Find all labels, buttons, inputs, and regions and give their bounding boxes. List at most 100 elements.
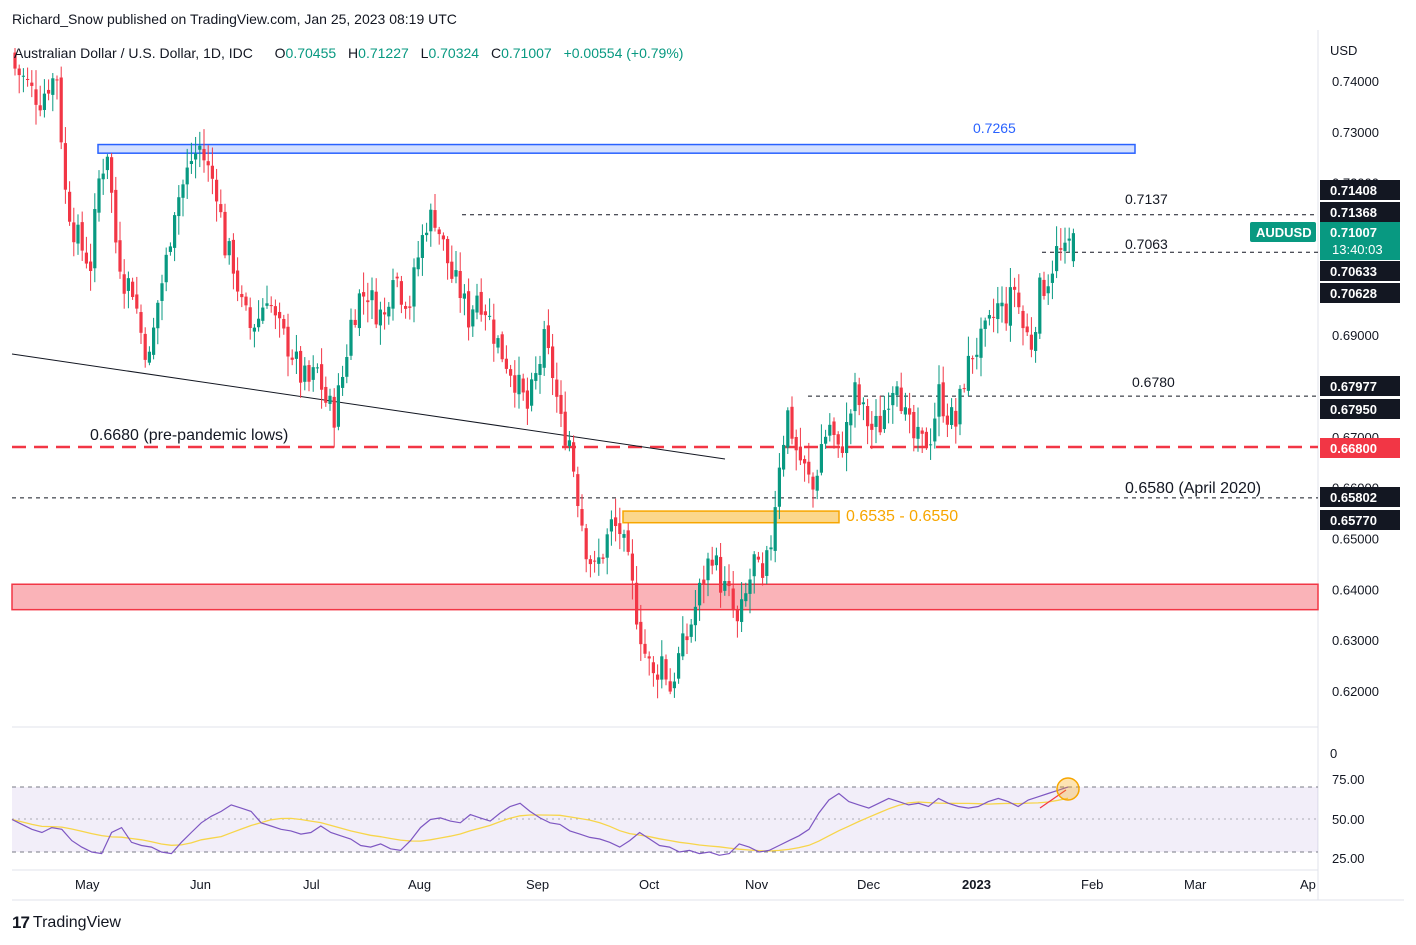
price-tag-bg [1320, 399, 1400, 419]
close-value: 0.71007 [501, 45, 552, 61]
candle-body [912, 411, 916, 439]
candle-body [194, 153, 198, 160]
candle-body [769, 547, 773, 550]
candle-body [177, 197, 181, 217]
candle-body [143, 333, 147, 360]
candle-body [752, 554, 756, 577]
candle-body [706, 558, 710, 581]
candle-body [349, 319, 353, 356]
candle-body [47, 89, 51, 94]
candle-body [244, 296, 248, 306]
x-tick-label: 2023 [962, 877, 991, 892]
candle-body [101, 173, 105, 180]
support-zone [11, 583, 1319, 611]
y-tick-label: 0.62000 [1332, 684, 1379, 699]
candle-body [819, 444, 823, 473]
candle-body [1021, 310, 1025, 329]
tradingview-logo[interactable]: 17 TradingView [12, 913, 121, 933]
candle-body [345, 356, 349, 377]
candle-body [580, 509, 584, 526]
candle-body [483, 311, 487, 316]
candle-body [68, 191, 72, 222]
candle-body [105, 156, 109, 171]
candle-body [794, 436, 798, 451]
candle-body [803, 459, 807, 464]
candle-body [210, 165, 214, 179]
candle-body [231, 239, 235, 274]
candle-body [572, 442, 576, 472]
candle-body [1013, 286, 1017, 290]
candle-body [500, 334, 504, 360]
candle-body [391, 280, 395, 309]
rsi-line [11, 786, 1069, 856]
price-axis[interactable]: USD 0.740000.730000.720000.690000.670000… [1250, 43, 1400, 699]
price-tag-label: 0.67950 [1330, 402, 1377, 417]
candle-body [903, 407, 907, 415]
candle-body [38, 105, 42, 111]
price-tag-label: 0.71368 [1330, 205, 1377, 220]
candle-body [756, 556, 760, 560]
candle-body [189, 161, 193, 164]
candle-body [1059, 248, 1063, 250]
candle-body [811, 476, 815, 490]
candle-body [215, 179, 219, 202]
april-2020-label: 0.6580 (April 2020) [1125, 480, 1261, 497]
candle-body [643, 643, 647, 654]
candle-body [236, 270, 240, 292]
candle-body [278, 311, 282, 319]
candle-body [761, 563, 765, 578]
publisher-line: Richard_Snow published on TradingView.co… [12, 11, 457, 27]
candle-body [765, 550, 769, 576]
candle-body [828, 424, 832, 436]
candle-body [660, 656, 664, 680]
price-tag-bg [1320, 487, 1400, 507]
candle-body [378, 309, 382, 326]
candle-body [916, 426, 920, 439]
symbol-tag-label: AUDUSD [1256, 225, 1312, 240]
candle-body [538, 363, 542, 375]
level-7063-label: 0.7063 [1125, 236, 1168, 252]
time-axis[interactable]: May Jun Jul Aug Sep Oct Nov Dec 2023 Feb Mar Ap [75, 877, 1316, 892]
rsi-ma-line [11, 797, 1069, 852]
candle-body [983, 320, 987, 329]
candle-body [845, 421, 849, 454]
support-box-label: 0.6535 - 0.6550 [846, 508, 958, 525]
candle-body [723, 581, 727, 591]
price-tag-bg [1320, 376, 1400, 396]
candle-body [55, 79, 59, 81]
candle-body [185, 167, 189, 185]
candle-body [714, 555, 718, 566]
candle-body [601, 557, 605, 559]
candle-body [315, 367, 319, 369]
price-tag-label: 0.70628 [1330, 286, 1377, 301]
candle-body [509, 369, 513, 376]
candle-body [677, 653, 681, 679]
candle-body [126, 278, 130, 291]
y-tick-label: 0.63000 [1332, 633, 1379, 648]
candle-body [530, 379, 534, 406]
countdown-label: 13:40:03 [1332, 242, 1383, 257]
candle-body [664, 659, 668, 680]
candle-body [866, 406, 870, 427]
candle-body [929, 444, 933, 446]
candle-body [542, 329, 546, 368]
candle-body [84, 252, 88, 264]
candle-body [584, 528, 588, 560]
candle-body [534, 373, 538, 381]
candle-body [1050, 273, 1054, 283]
symbol-legend[interactable]: Australian Dollar / U.S. Dollar, 1D, IDC… [14, 45, 683, 61]
candle-body [219, 204, 223, 213]
candle-body [152, 327, 156, 355]
resistance-box [97, 143, 1136, 154]
x-tick-label: May [75, 877, 100, 892]
candle-body [366, 300, 370, 303]
candle-body [387, 306, 391, 317]
candle-body [261, 307, 265, 321]
candle-body [588, 559, 592, 565]
candle-body [328, 395, 332, 404]
price-tag-bg [1320, 438, 1400, 458]
rsi-pane: 0 75.00 50.00 25.00 [11, 746, 1365, 866]
candle-body [954, 410, 958, 427]
annotation-layer: 0.7265 0.7137 0.7063 0.6780 0.6680 (pre-… [90, 120, 1261, 525]
candle-body [307, 365, 311, 382]
